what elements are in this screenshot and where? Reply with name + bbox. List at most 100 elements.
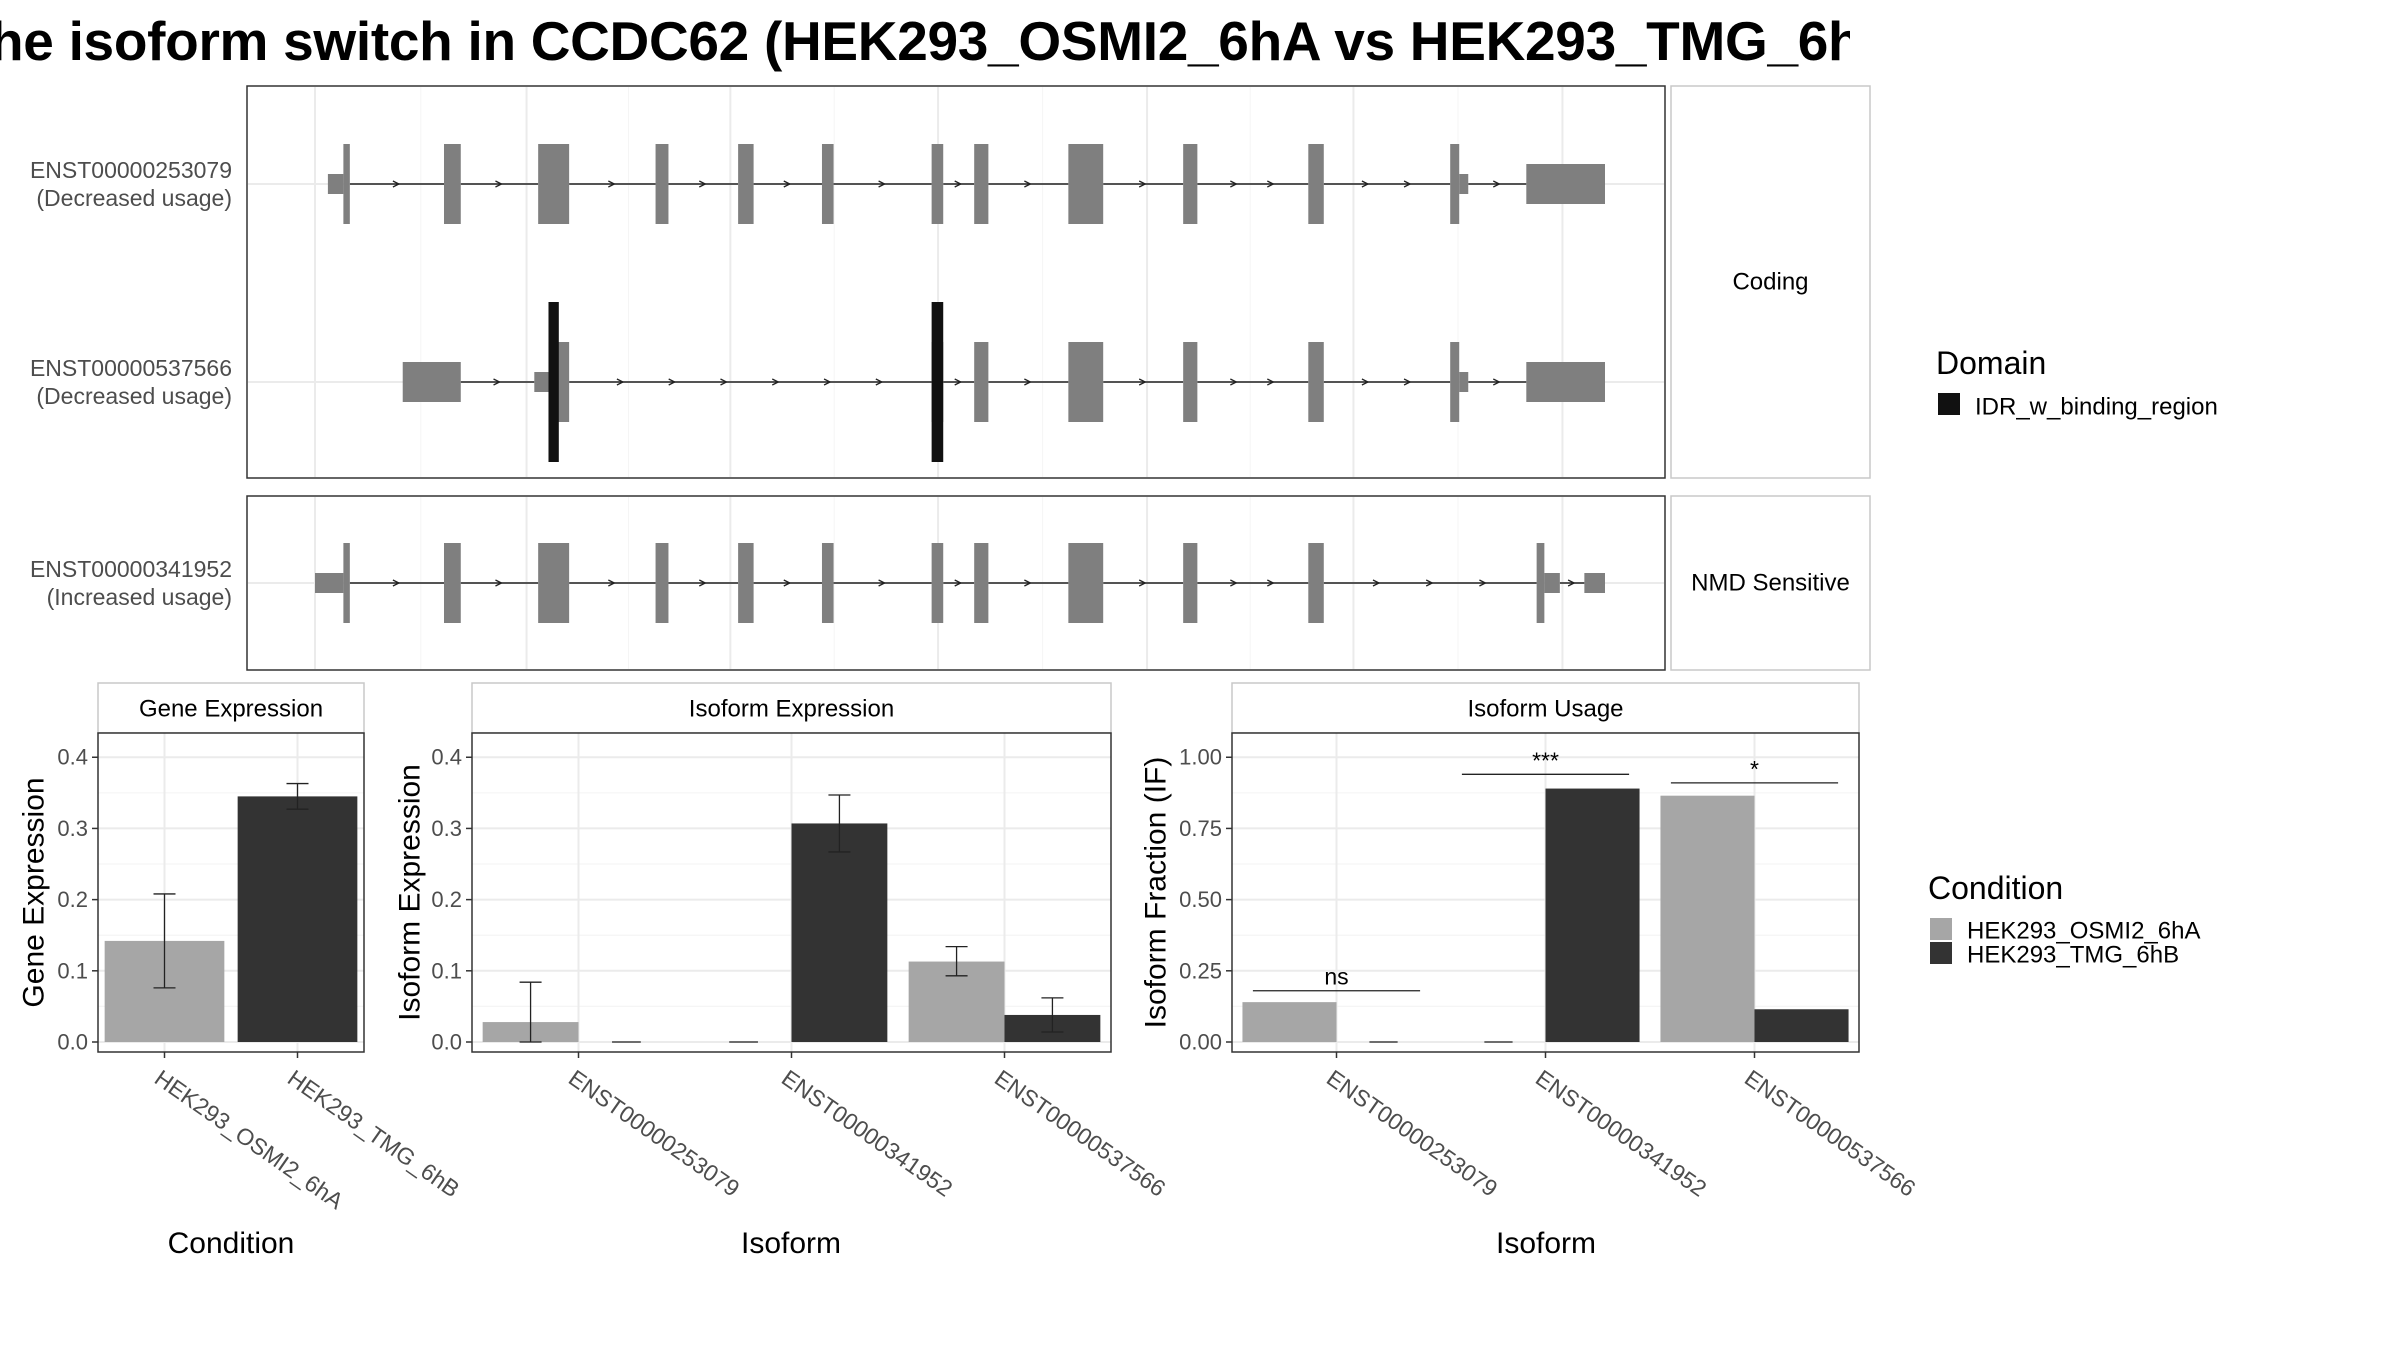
transcript-id-label: ENST00000253079 — [30, 157, 232, 183]
intron-arrow — [1138, 378, 1147, 386]
exon-block — [1068, 342, 1104, 422]
y-axis-title: Isoform Expression — [394, 764, 427, 1021]
figure-title: he isoform switch in CCDC62 (HEK293_OSMI… — [0, 10, 1850, 72]
domain-block — [931, 302, 944, 462]
intron-arrow — [878, 180, 887, 188]
chart-title: Isoform Expression — [689, 696, 894, 723]
y-tick-label: 0.2 — [57, 887, 88, 912]
intron-arrow — [1024, 378, 1032, 386]
exon-block — [738, 543, 754, 623]
exon-block — [538, 144, 570, 224]
group-strip-1 — [1670, 495, 1871, 671]
y-tick-label: 0.00 — [1179, 1030, 1222, 1055]
bar — [1660, 795, 1755, 1042]
y-tick-label: 0.1 — [57, 958, 88, 983]
intron-arrow — [392, 180, 401, 188]
intron-arrow — [1024, 180, 1032, 188]
domain-legend-title: Domain — [1936, 345, 2046, 381]
exon-block — [1459, 174, 1469, 194]
exon-block — [1450, 144, 1460, 224]
intron-arrow — [783, 180, 792, 188]
intron-arrow — [1267, 579, 1275, 587]
y-tick-label: 0.1 — [431, 958, 462, 983]
y-tick-label: 0.25 — [1179, 958, 1222, 983]
bar — [237, 796, 358, 1042]
condition-legend-key — [1930, 942, 1952, 964]
intron-arrow — [1567, 579, 1576, 587]
bar — [791, 823, 888, 1042]
exon-block — [1183, 342, 1198, 422]
x-axis-title: Isoform — [1496, 1227, 1596, 1260]
significance-label: *** — [1532, 747, 1559, 773]
exon-block — [1183, 543, 1198, 623]
intron-arrow — [878, 579, 887, 587]
intron-arrow — [954, 180, 963, 188]
exon-block — [1459, 372, 1469, 392]
x-tick-label: ENST00000253079 — [564, 1065, 744, 1202]
exon-block — [931, 144, 944, 224]
transcript-id-label: ENST00000537566 — [30, 355, 232, 381]
exon-block — [1584, 573, 1605, 593]
domain-legend-key — [1938, 393, 1960, 415]
y-tick-label: 0.3 — [431, 816, 462, 841]
intron-arrow — [1361, 378, 1370, 386]
bar — [1754, 1009, 1849, 1042]
exon-block — [534, 372, 549, 392]
intron-arrow — [493, 378, 501, 386]
y-axis-title: Gene Expression — [18, 777, 51, 1007]
intron-arrow — [1230, 180, 1238, 188]
exon-block — [343, 144, 350, 224]
intron-arrow — [1361, 180, 1370, 188]
exon-block — [931, 543, 944, 623]
x-tick-label: ENST00000253079 — [1322, 1065, 1502, 1202]
transcript-id-label: ENST00000341952 — [30, 556, 232, 582]
intron-arrow — [698, 579, 707, 587]
intron-arrow — [495, 579, 503, 587]
group-strip-label: NMD Sensitive — [1691, 570, 1850, 597]
bar — [1242, 1002, 1337, 1042]
y-tick-label: 0.0 — [57, 1030, 88, 1055]
structure-panel-0 — [246, 85, 1666, 479]
intron-arrow — [1425, 579, 1434, 587]
y-tick-label: 0.3 — [57, 816, 88, 841]
intron-arrow — [1479, 579, 1487, 587]
exon-block — [444, 144, 461, 224]
intron-arrow — [392, 579, 401, 587]
group-strip-label: Coding — [1732, 269, 1808, 296]
intron-arrow — [1138, 180, 1147, 188]
y-tick-label: 0.75 — [1179, 816, 1222, 841]
exon-block — [655, 144, 669, 224]
exon-block — [821, 543, 834, 623]
exon-block — [1183, 144, 1198, 224]
exon-block — [444, 543, 461, 623]
y-tick-label: 0.4 — [57, 745, 88, 770]
exon-block — [974, 144, 989, 224]
intron-arrow — [1267, 378, 1275, 386]
significance-label: ns — [1324, 964, 1348, 990]
intron-arrow — [954, 378, 963, 386]
intron-arrow — [1403, 180, 1412, 188]
intron-arrow — [1492, 378, 1501, 386]
intron-arrow — [1372, 579, 1381, 587]
bar — [1545, 788, 1640, 1042]
significance-label: * — [1750, 756, 1759, 782]
exon-block — [327, 174, 344, 194]
condition-legend-label: HEK293_OSMI2_6hA — [1967, 918, 2200, 945]
intron-arrow — [495, 180, 503, 188]
exon-block — [1526, 164, 1605, 204]
exon-block — [655, 543, 669, 623]
exon-block — [1526, 362, 1605, 402]
intron-arrow — [720, 378, 728, 386]
intron-arrow — [1403, 378, 1412, 386]
condition-legend-label: HEK293_TMG_6hB — [1967, 942, 2179, 969]
exon-block — [1068, 144, 1104, 224]
y-tick-label: 0.4 — [431, 745, 462, 770]
exon-block — [738, 144, 754, 224]
intron-arrow — [1230, 579, 1238, 587]
chart-panel-border — [97, 732, 365, 1053]
transcript-usage-label: (Increased usage) — [47, 584, 232, 610]
x-axis-title: Isoform — [741, 1227, 841, 1260]
chart-title: Isoform Usage — [1467, 696, 1623, 723]
y-tick-label: 0.0 — [431, 1030, 462, 1055]
